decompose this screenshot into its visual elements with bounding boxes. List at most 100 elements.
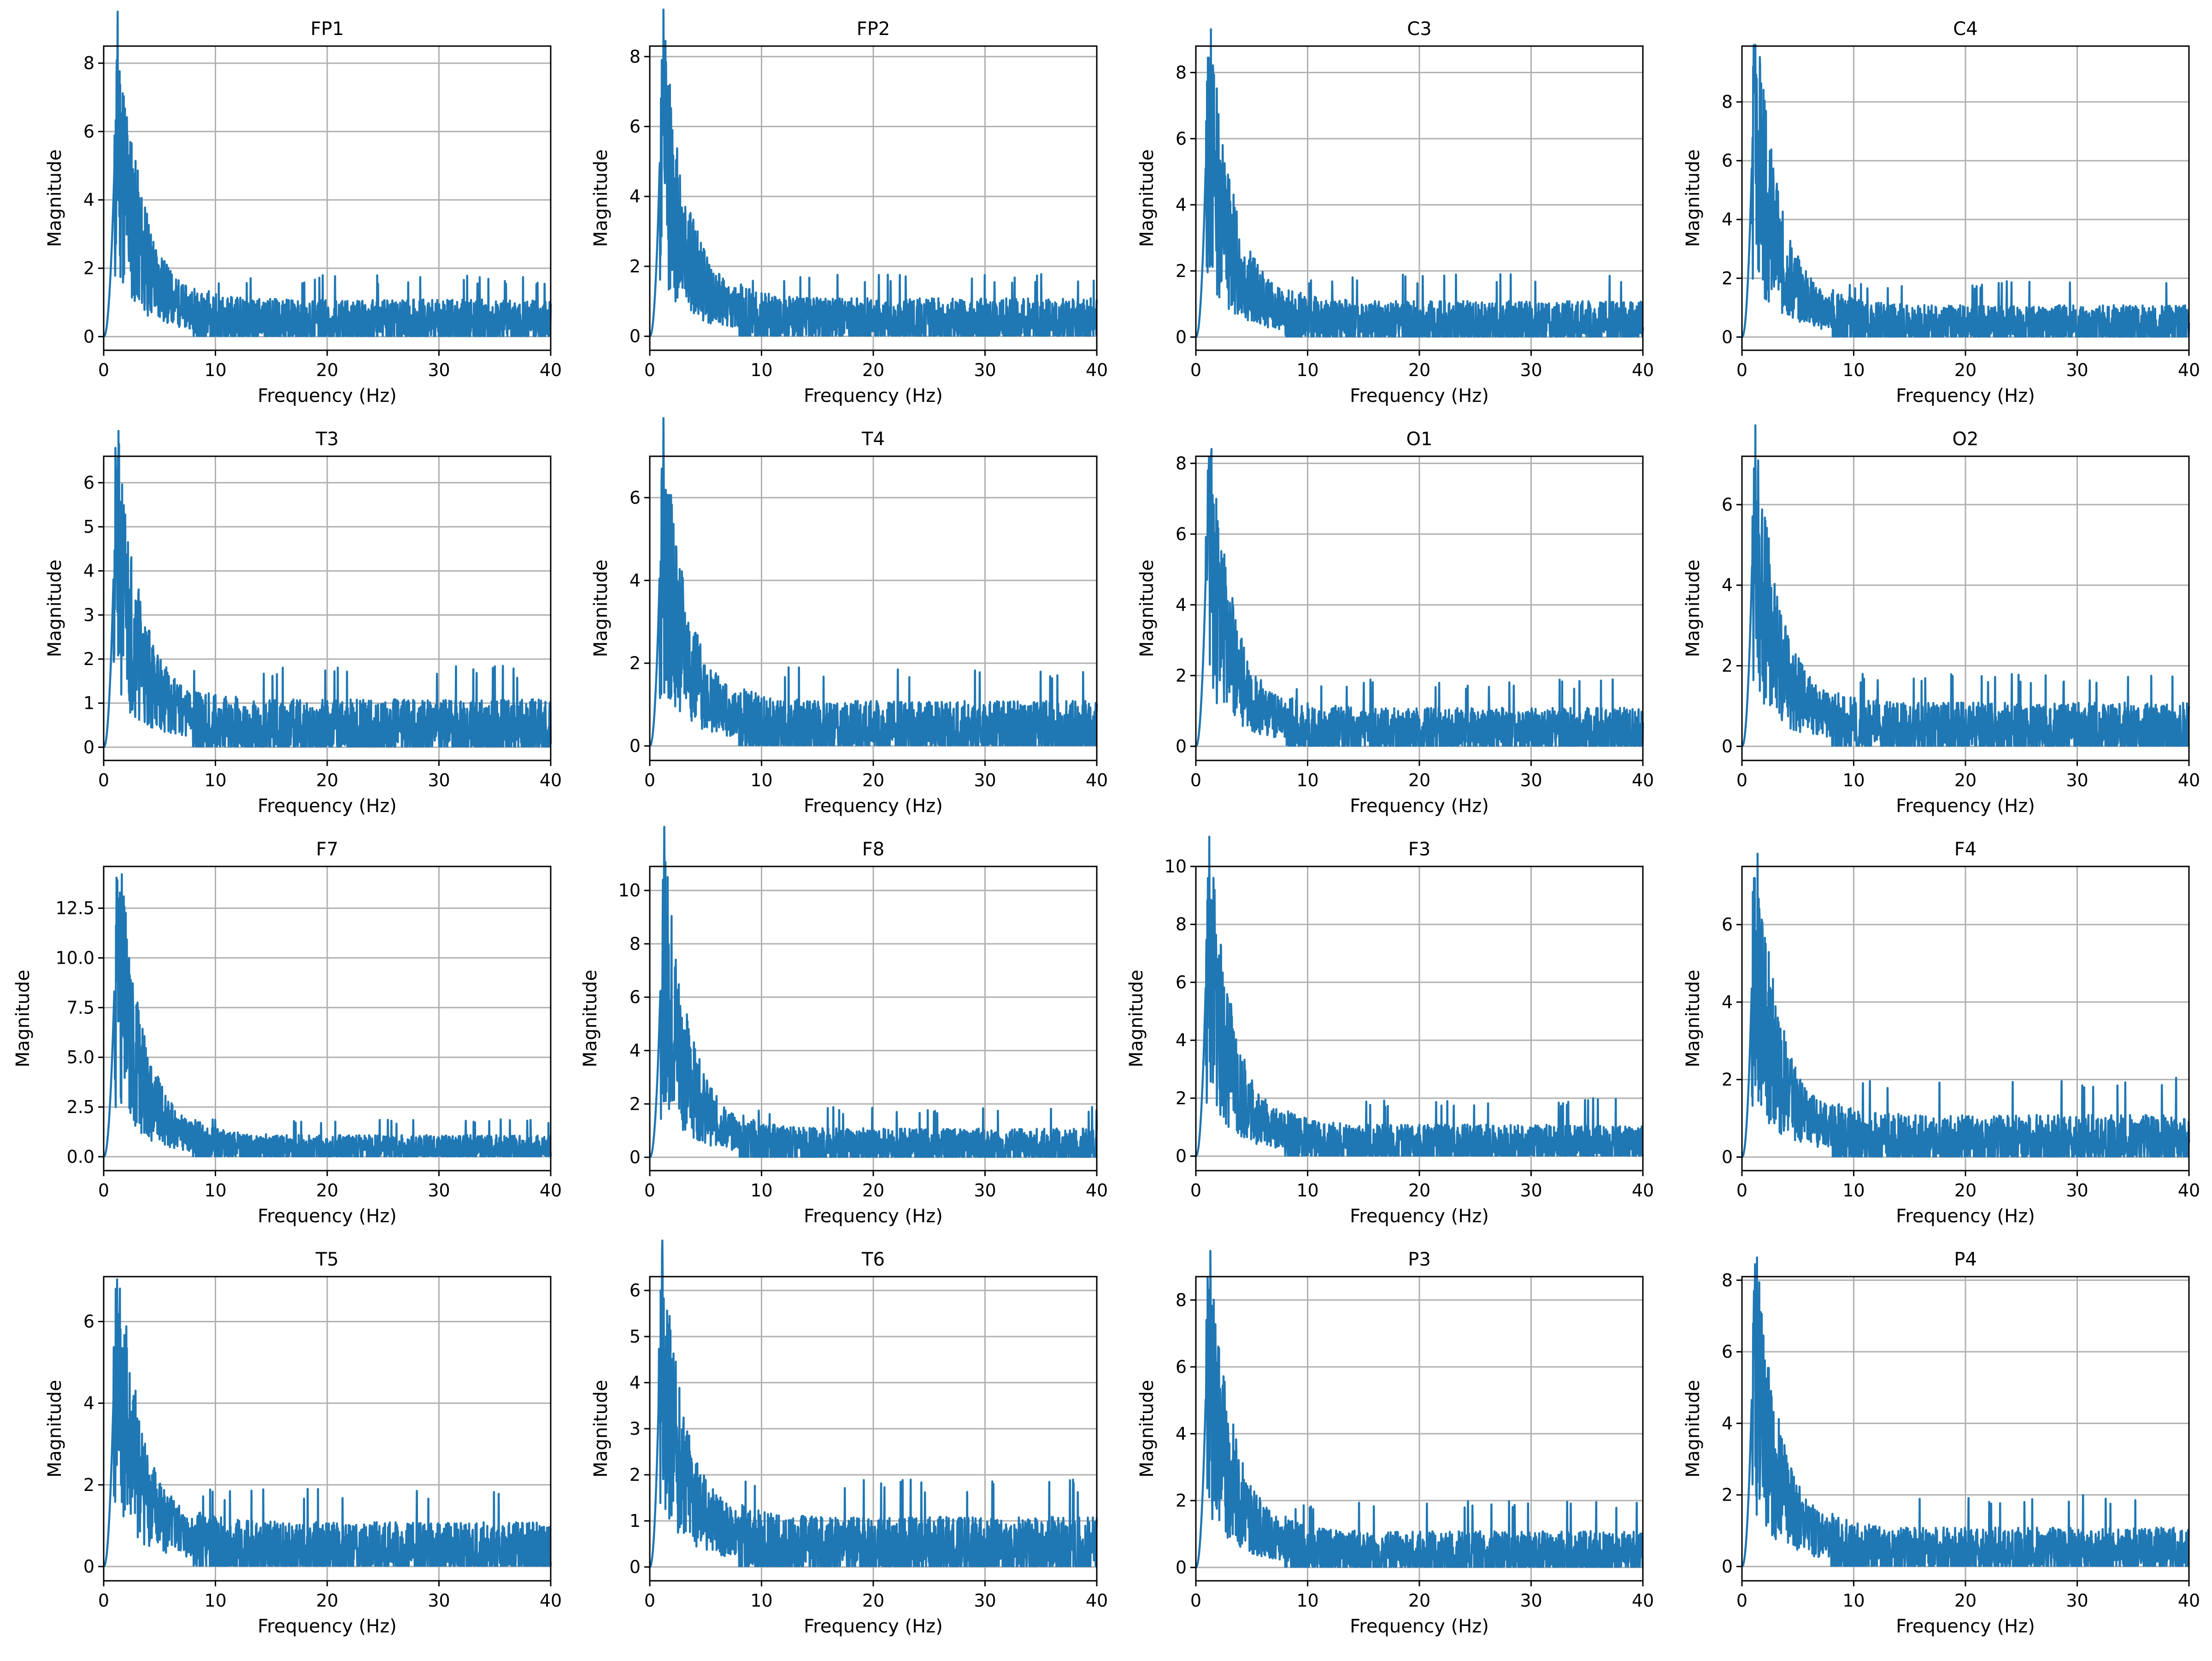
subplot-title: F8 xyxy=(862,839,884,860)
svg-text:20: 20 xyxy=(316,1180,338,1201)
y-axis-ticks: 0 2 4 6 8 10 xyxy=(1165,856,1196,1166)
x-axis-ticks: 0 10 20 30 40 xyxy=(98,1581,562,1611)
svg-text:2: 2 xyxy=(1176,1490,1187,1511)
subplot-f7: F7 0 10 20 30 40 0.0 2.5 5.0 7.5 10.0 12.5 Frequency… xyxy=(12,839,562,1227)
svg-text:20: 20 xyxy=(1954,1180,1977,1201)
subplot-p3: P3 0 10 20 30 40 0 2 4 6 8 Frequency (Hz) Magnitude xyxy=(1136,1249,1654,1637)
svg-text:30: 30 xyxy=(1520,1590,1542,1611)
svg-text:40: 40 xyxy=(540,770,562,790)
subplot-title: T5 xyxy=(315,1249,339,1270)
svg-text:4: 4 xyxy=(629,1372,641,1393)
y-axis-ticks: 0 2 4 6 xyxy=(83,1311,104,1577)
svg-text:2: 2 xyxy=(629,256,641,277)
svg-text:30: 30 xyxy=(428,1590,450,1611)
svg-text:8: 8 xyxy=(1176,1290,1187,1310)
spectrum-line xyxy=(1195,28,1644,338)
svg-text:10: 10 xyxy=(204,360,226,380)
y-axis-ticks: 0 2 4 6 8 xyxy=(1176,62,1196,347)
x-axis-label: Frequency (Hz) xyxy=(1350,1616,1489,1637)
svg-text:10: 10 xyxy=(1842,1180,1865,1201)
subplot-title: T3 xyxy=(315,429,339,450)
spectrum-line xyxy=(1195,836,1644,1157)
svg-text:4: 4 xyxy=(1722,575,1733,595)
svg-text:20: 20 xyxy=(1408,1180,1430,1201)
subplot-title: F3 xyxy=(1408,839,1430,860)
svg-text:3: 3 xyxy=(83,605,94,625)
svg-text:0: 0 xyxy=(98,770,109,790)
svg-text:6: 6 xyxy=(629,116,641,136)
x-axis-ticks: 0 10 20 30 40 xyxy=(644,1581,1108,1611)
svg-text:2: 2 xyxy=(629,653,641,673)
svg-text:20: 20 xyxy=(1954,770,1977,790)
svg-text:30: 30 xyxy=(1520,770,1542,790)
x-axis-ticks: 0 10 20 30 40 xyxy=(644,350,1108,380)
svg-text:40: 40 xyxy=(1086,1180,1108,1201)
x-axis-ticks: 0 10 20 30 40 xyxy=(1736,350,2200,380)
x-axis-ticks: 0 10 20 30 40 xyxy=(98,1171,562,1201)
svg-text:0: 0 xyxy=(83,326,94,347)
x-axis-label: Frequency (Hz) xyxy=(1350,385,1489,406)
svg-text:40: 40 xyxy=(1086,770,1108,790)
svg-text:0: 0 xyxy=(1736,1590,1747,1611)
x-axis-ticks: 0 10 20 30 40 xyxy=(644,1171,1108,1201)
svg-text:0.0: 0.0 xyxy=(67,1147,94,1167)
x-axis-label: Frequency (Hz) xyxy=(258,1206,397,1227)
svg-text:30: 30 xyxy=(2066,770,2088,790)
svg-text:0: 0 xyxy=(644,770,655,790)
svg-text:2: 2 xyxy=(1722,1069,1733,1090)
subplot-title: T4 xyxy=(861,429,885,450)
spectrum-line xyxy=(1195,1250,1644,1569)
x-axis-label: Frequency (Hz) xyxy=(804,1206,943,1227)
svg-text:5: 5 xyxy=(83,517,94,537)
subplot-title: P3 xyxy=(1408,1249,1431,1270)
subplot-o2: O2 0 10 20 30 40 0 2 4 6 Frequency (Hz) Magnitude xyxy=(1683,424,2200,817)
svg-text:30: 30 xyxy=(428,360,450,380)
svg-text:2: 2 xyxy=(83,1475,94,1495)
svg-text:40: 40 xyxy=(1086,360,1108,380)
svg-text:8: 8 xyxy=(1176,914,1187,935)
spectrum-line xyxy=(649,8,1098,337)
y-axis-label: Magnitude xyxy=(1136,1380,1158,1478)
x-axis-label: Frequency (Hz) xyxy=(1896,1616,2035,1637)
svg-text:40: 40 xyxy=(2178,770,2200,790)
x-axis-label: Frequency (Hz) xyxy=(1350,1206,1489,1227)
x-axis-label: Frequency (Hz) xyxy=(1896,385,2035,406)
svg-text:30: 30 xyxy=(1520,360,1542,380)
svg-text:0: 0 xyxy=(1722,1147,1733,1167)
svg-text:6: 6 xyxy=(83,121,94,141)
svg-text:0: 0 xyxy=(1722,1556,1733,1577)
x-axis-label: Frequency (Hz) xyxy=(258,1616,397,1637)
svg-text:8: 8 xyxy=(83,53,94,73)
y-axis-ticks: 0 2 4 6 xyxy=(1722,914,1742,1167)
x-axis-label: Frequency (Hz) xyxy=(804,1616,943,1637)
subplot-t3: T3 0 10 20 30 40 0 1 2 3 4 5 6 Frequency (Hz) Magnitud… xyxy=(44,429,562,817)
svg-text:0: 0 xyxy=(98,360,109,380)
svg-text:0: 0 xyxy=(98,1590,109,1611)
spectrum-line xyxy=(1741,853,2190,1158)
y-axis-label: Magnitude xyxy=(1126,970,1147,1067)
svg-text:6: 6 xyxy=(1176,129,1187,149)
svg-text:12.5: 12.5 xyxy=(55,898,94,919)
svg-text:10: 10 xyxy=(1842,1590,1865,1611)
subplot-title: O2 xyxy=(1953,429,1979,450)
y-axis-ticks: 0 2 4 6 8 xyxy=(1176,453,1196,756)
svg-text:0: 0 xyxy=(629,736,641,756)
svg-text:20: 20 xyxy=(1954,360,1977,380)
subplot-fp2: FP2 0 10 20 30 40 0 2 4 6 8 Frequency (Hz) Magnitude xyxy=(590,8,1108,406)
subplot-title: P4 xyxy=(1954,1249,1977,1270)
svg-text:20: 20 xyxy=(316,360,338,380)
svg-text:6: 6 xyxy=(1722,495,1733,515)
subplot-c4: C4 0 10 20 30 40 0 2 4 6 8 Frequency (Hz) Magnitude xyxy=(1683,18,2200,406)
svg-text:0: 0 xyxy=(1190,360,1201,380)
y-axis-label: Magnitude xyxy=(590,560,612,657)
svg-text:4: 4 xyxy=(83,561,94,581)
svg-text:0: 0 xyxy=(1736,1180,1747,1201)
y-axis-label: Magnitude xyxy=(1683,970,1704,1067)
svg-text:7.5: 7.5 xyxy=(67,997,94,1018)
subplot-title: F4 xyxy=(1954,839,1977,860)
svg-text:8: 8 xyxy=(1722,1270,1733,1290)
svg-text:2: 2 xyxy=(629,1465,641,1485)
spectrum-line xyxy=(649,1239,1098,1568)
